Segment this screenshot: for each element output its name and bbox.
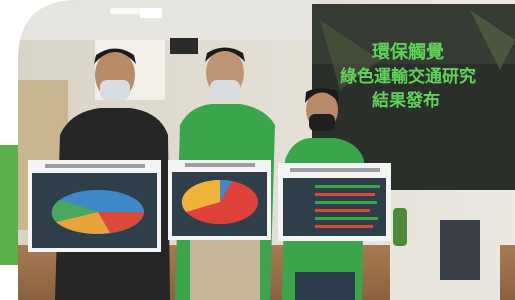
bar: [315, 209, 370, 212]
photo: 環保觸覺 綠色運輸交通研究 結果發布: [18, 0, 515, 300]
mask: [100, 80, 130, 100]
screen-subtitle: 綠色運輸交通研究: [340, 66, 476, 87]
page: {"screen": {"lines": ["環保觸覺", "綠色運輸交通研究"…: [0, 0, 515, 300]
bar: [315, 225, 373, 228]
light: [110, 8, 140, 14]
chair: [440, 220, 480, 280]
bar: [315, 185, 380, 188]
light: [140, 8, 162, 18]
poster-right: [278, 163, 391, 241]
mask: [309, 114, 335, 131]
poster-middle: [168, 160, 271, 240]
bottle: [393, 208, 407, 246]
pants: [295, 272, 355, 300]
poster-heading: [290, 168, 380, 172]
poster-heading: [185, 163, 255, 167]
poster-heading: [45, 164, 145, 168]
screen-title: 環保觸覺: [372, 41, 444, 63]
mask: [210, 80, 240, 100]
ceiling: [18, 0, 318, 40]
pants: [190, 238, 260, 300]
bar: [315, 193, 375, 196]
photo-frame: 環保觸覺 綠色運輸交通研究 結果發布: [0, 0, 515, 300]
bar: [315, 217, 378, 220]
poster-left: [28, 160, 161, 252]
screen-subtitle: 結果發布: [372, 90, 440, 111]
speaker: [170, 38, 198, 54]
bar: [315, 201, 377, 204]
